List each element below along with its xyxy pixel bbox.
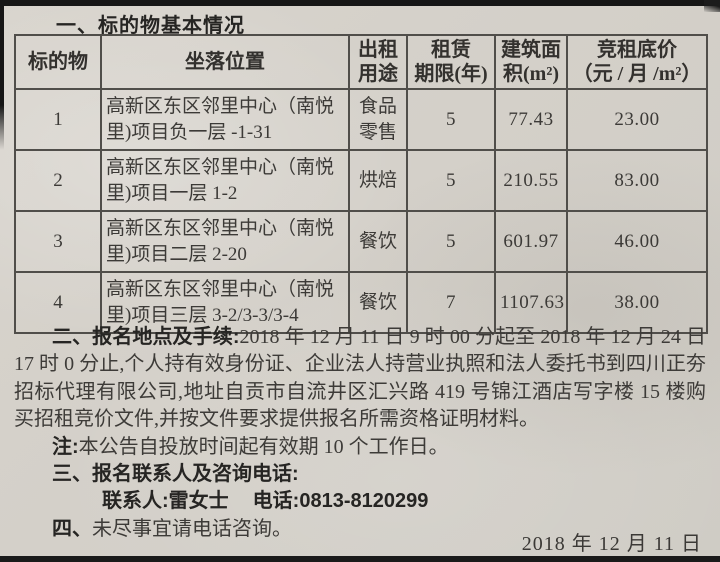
cell-usage: 食品零售 bbox=[348, 88, 408, 151]
cell-lot-number: 3 bbox=[14, 210, 102, 273]
table-row: 3 高新区东区邻里中心（南悦里)项目二层 2-20 餐饮 5 601.97 46… bbox=[14, 210, 708, 273]
cell-usage: 餐饮 bbox=[348, 271, 408, 334]
scan-edge-left bbox=[0, 0, 4, 150]
cell-area: 1107.63 bbox=[494, 271, 568, 334]
cell-location: 高新区东区邻里中心（南悦里)项目一层 1-2 bbox=[100, 149, 350, 212]
notice-date: 2018 年 12 月 11 日 bbox=[521, 533, 702, 555]
cell-area: 210.55 bbox=[494, 149, 568, 212]
cell-term: 5 bbox=[406, 149, 496, 212]
contact-phone: 电话:0813-8120299 bbox=[252, 490, 429, 513]
lots-table: 标的物 坐落位置 出租 用途 租赁 期限(年) 建筑面 积(m²) bbox=[14, 34, 708, 334]
col-header-price: 竞租底价 （元 / 月 /m²） bbox=[566, 34, 708, 90]
cell-usage: 餐饮 bbox=[348, 210, 408, 273]
cell-term: 7 bbox=[406, 271, 496, 334]
scan-edge-top-right bbox=[704, 0, 720, 12]
col-header-area: 建筑面 积(m²) bbox=[494, 34, 568, 90]
cell-price: 83.00 bbox=[566, 149, 708, 212]
cell-lot-number: 2 bbox=[14, 149, 102, 212]
note-text: 本公告自投放时间起有效期 10 个工作日。 bbox=[78, 435, 449, 458]
col-header-location: 坐落位置 bbox=[100, 34, 350, 90]
note-label: 注: bbox=[52, 435, 79, 458]
section-1-heading: 一、标的物基本情况 bbox=[56, 15, 245, 37]
cell-location: 高新区东区邻里中心（南悦里)项目二层 2-20 bbox=[100, 210, 350, 273]
table-header-row: 标的物 坐落位置 出租 用途 租赁 期限(年) 建筑面 积(m²) bbox=[14, 34, 708, 90]
section-3-heading: 三、报名联系人及咨询电话: bbox=[52, 463, 299, 486]
contact-line: 联系人:雷女士 电话:0813-8120299 bbox=[14, 488, 706, 515]
col-header-term: 租赁 期限(年) bbox=[406, 34, 496, 90]
table-row: 1 高新区东区邻里中心（南悦里)项目负一层 -1-31 食品零售 5 77.43… bbox=[14, 88, 708, 151]
section-2-paragraph: 二、报名地点及手续:2018 年 12 月 11 日 9 时 00 分起至 20… bbox=[14, 324, 706, 434]
cell-price: 46.00 bbox=[566, 210, 708, 273]
cell-area: 77.43 bbox=[494, 88, 568, 151]
cell-lot-number: 1 bbox=[14, 88, 102, 151]
cell-location: 高新区东区邻里中心（南悦里)项目负一层 -1-31 bbox=[100, 88, 350, 151]
notice-body: 二、报名地点及手续:2018 年 12 月 11 日 9 时 00 分起至 20… bbox=[14, 324, 706, 543]
scan-edge-top bbox=[0, 0, 720, 6]
contact-name: 联系人:雷女士 bbox=[102, 490, 229, 513]
cell-term: 5 bbox=[406, 210, 496, 273]
section-4-label: 四、 bbox=[52, 517, 92, 540]
cell-price: 23.00 bbox=[566, 88, 708, 151]
table-row: 4 高新区东区邻里中心（南悦里)项目三层 3-2/3-3/3-4 餐饮 7 11… bbox=[14, 271, 708, 334]
col-header-usage: 出租 用途 bbox=[348, 34, 408, 90]
section-4-text: 未尽事宜请电话咨询。 bbox=[92, 517, 292, 540]
table-row: 2 高新区东区邻里中心（南悦里)项目一层 1-2 烘焙 5 210.55 83.… bbox=[14, 149, 708, 212]
cell-location: 高新区东区邻里中心（南悦里)项目三层 3-2/3-3/3-4 bbox=[100, 271, 350, 334]
cell-lot-number: 4 bbox=[14, 271, 102, 334]
scan-edge-bottom bbox=[0, 556, 720, 562]
cell-price: 38.00 bbox=[566, 271, 708, 334]
section-2-text: 2018 年 12 月 11 日 9 时 00 分起至 2018 年 12 月 … bbox=[14, 326, 706, 431]
cell-area: 601.97 bbox=[494, 210, 568, 273]
section-4-line: 四、未尽事宜请电话咨询。 bbox=[14, 516, 706, 543]
cell-usage: 烘焙 bbox=[348, 149, 408, 212]
section-2-heading: 二、报名地点及手续: bbox=[52, 326, 240, 348]
note-line: 注:本公告自投放时间起有效期 10 个工作日。 bbox=[14, 434, 706, 461]
col-header-lot: 标的物 bbox=[14, 34, 102, 90]
cell-term: 5 bbox=[406, 88, 496, 151]
